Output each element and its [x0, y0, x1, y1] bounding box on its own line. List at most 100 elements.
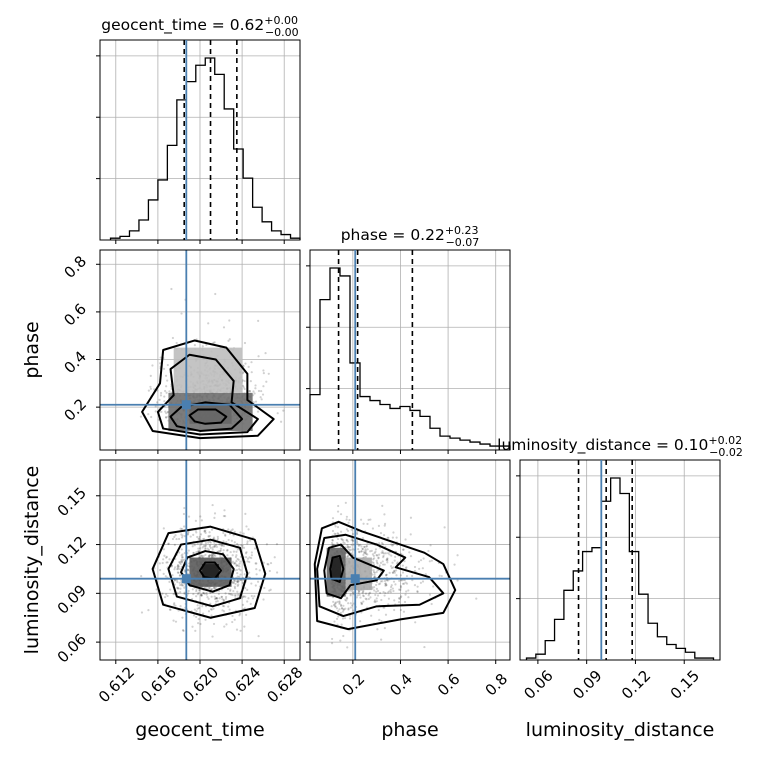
sample-point: [198, 589, 201, 592]
sample-point: [176, 586, 179, 589]
sample-point: [336, 510, 340, 513]
sample-point: [456, 554, 459, 557]
sample-point: [382, 534, 386, 537]
sample-point: [330, 637, 334, 641]
sample-point: [338, 600, 341, 603]
sample-point: [222, 514, 225, 518]
sample-point: [236, 580, 239, 583]
sample-point: [338, 601, 341, 604]
sample-point: [244, 587, 247, 590]
sample-point: [380, 541, 384, 545]
sample-point: [409, 516, 413, 519]
sample-point: [156, 401, 159, 404]
sample-point: [168, 558, 171, 561]
sample-point: [207, 548, 211, 552]
sample-point: [262, 385, 265, 388]
sample-point: [380, 598, 383, 602]
sample-point: [225, 540, 228, 544]
sample-point: [269, 588, 272, 591]
sample-point: [399, 596, 402, 599]
sample-point: [361, 547, 364, 550]
sample-point: [268, 589, 271, 592]
sample-point: [215, 543, 218, 546]
sample-point: [404, 581, 407, 584]
sample-point: [231, 593, 234, 597]
sample-point: [238, 575, 241, 578]
sample-point: [165, 561, 168, 564]
sample-point: [162, 548, 165, 551]
sample-point: [359, 543, 362, 546]
sample-point: [181, 616, 184, 619]
sample-point: [237, 580, 240, 583]
sample-point: [166, 379, 169, 382]
sample-point: [382, 590, 385, 594]
sample-point: [183, 558, 186, 561]
sample-point: [345, 515, 349, 518]
sample-point: [390, 554, 393, 557]
sample-point: [357, 591, 360, 595]
sample-point: [214, 554, 217, 558]
sample-point: [234, 579, 237, 582]
sample-point: [344, 607, 347, 610]
title-plus: +0.02: [708, 434, 742, 447]
sample-point: [344, 501, 347, 504]
sample-point: [165, 593, 168, 596]
sample-point: [375, 583, 378, 587]
sample-point: [231, 560, 235, 563]
sample-point: [237, 564, 240, 567]
sample-point: [218, 543, 221, 546]
sample-point: [373, 575, 376, 579]
sample-point: [399, 585, 403, 588]
sample-point: [210, 587, 214, 591]
sample-point: [208, 586, 211, 590]
sample-point: [400, 579, 403, 582]
sample-point: [162, 527, 165, 530]
sample-point: [208, 540, 212, 543]
sample-point: [224, 597, 228, 600]
sample-point: [362, 522, 365, 525]
sample-point: [151, 364, 154, 367]
sample-point: [350, 543, 353, 546]
sample-point: [402, 548, 405, 551]
sample-point: [257, 389, 261, 393]
sample-point: [365, 598, 368, 601]
sample-point: [364, 549, 367, 552]
contour-level-4: [313, 520, 457, 631]
sample-point: [173, 568, 176, 571]
sample-point: [147, 608, 150, 612]
sample-point: [333, 603, 336, 606]
sample-point: [216, 535, 219, 538]
sample-point: [340, 604, 343, 608]
sample-point: [247, 597, 250, 600]
sample-point: [336, 526, 340, 529]
sample-point: [236, 593, 239, 596]
sample-point: [248, 389, 251, 393]
sample-point: [385, 573, 388, 577]
sample-point: [202, 612, 205, 615]
sample-point: [379, 580, 383, 583]
sample-point: [245, 525, 248, 528]
sample-point: [364, 592, 368, 595]
sample-point: [231, 581, 234, 584]
sample-point: [183, 591, 186, 594]
sample-point: [248, 389, 251, 393]
sample-point: [168, 580, 171, 583]
sample-point: [250, 556, 253, 560]
sample-point: [265, 380, 268, 383]
sample-point: [222, 549, 225, 552]
sample-point: [238, 562, 241, 565]
sample-point: [381, 551, 385, 554]
sample-point: [227, 528, 230, 531]
sample-point: [342, 608, 345, 611]
sample-point: [222, 540, 225, 543]
sample-point: [213, 545, 216, 549]
sample-point: [369, 591, 372, 594]
sample-point: [342, 634, 345, 638]
sample-point: [179, 567, 182, 571]
sample-point: [257, 319, 260, 322]
sample-point: [238, 614, 241, 617]
panel-frame: [519, 459, 721, 661]
sample-point: [360, 601, 363, 604]
sample-point: [215, 597, 218, 600]
sample-point: [159, 568, 162, 572]
